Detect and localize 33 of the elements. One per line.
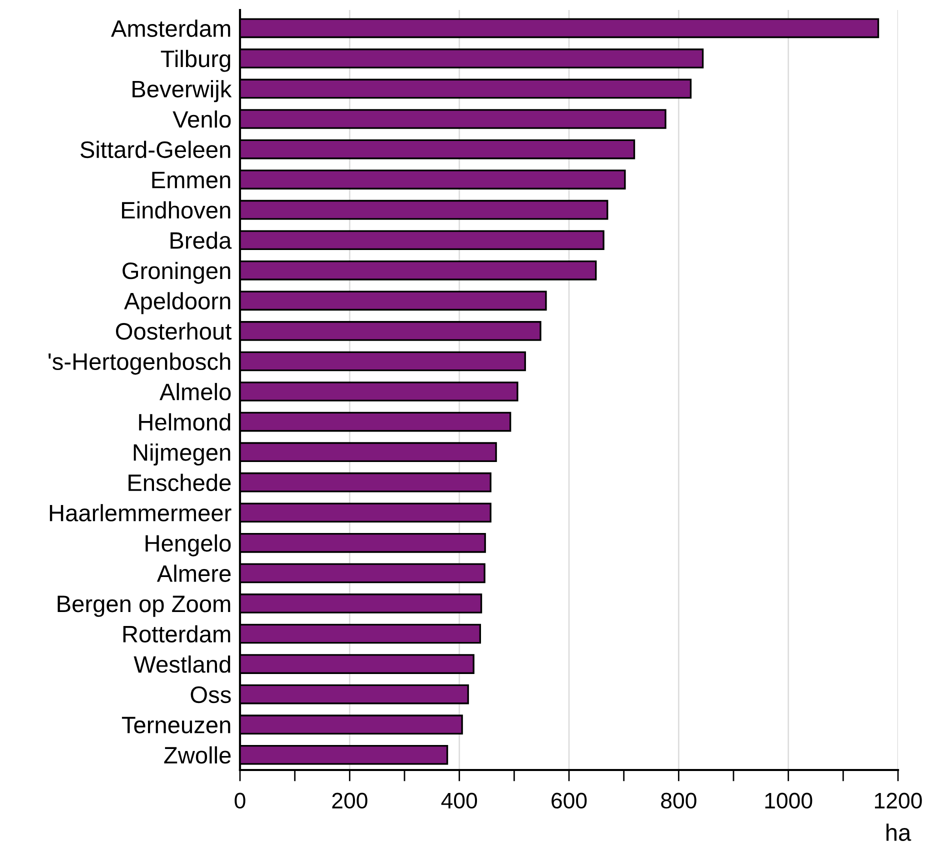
x-axis-title: ha (886, 824, 912, 841)
y-tick-label: Oosterhout (116, 322, 232, 340)
x-tick-label: 1000 (765, 792, 812, 809)
x-tick-label: 200 (332, 792, 368, 809)
y-tick-label: Groningen (122, 262, 230, 284)
y-tick-label: Zwolle (164, 746, 231, 764)
y-tick-label: 's-Hertogenbosch (48, 352, 230, 375)
x-tick-label: 400 (441, 792, 478, 809)
y-tick-label: Enschede (128, 474, 231, 492)
y-tick-label: Sittard-Geleen (80, 140, 230, 158)
y-tick-label: Haarlemmermeer (50, 504, 232, 522)
x-tick-label: 1200 (874, 792, 922, 809)
y-tick-label: Amsterdam (111, 20, 230, 37)
x-tick-label: 800 (661, 792, 696, 809)
x-tick-label: 600 (552, 792, 587, 809)
y-tick-label: Tilburg (160, 50, 230, 72)
y-tick-label: Breda (170, 232, 232, 249)
y-tick-label: Rotterdam (123, 625, 230, 643)
y-tick-label: Hengelo (146, 534, 231, 556)
y-tick-label: Westland (134, 655, 230, 673)
y-tick-label: Almelo (160, 382, 231, 400)
x-tick-label: 0 (234, 792, 246, 809)
y-tick-label: Bergen op Zoom (58, 596, 230, 617)
y-tick-label: Nijmegen (134, 444, 230, 466)
y-tick-label: Beverwijk (132, 80, 232, 102)
y-tick-label: Terneuzen (122, 716, 230, 734)
y-tick-label: Oss (190, 686, 231, 704)
y-tick-label: Emmen (152, 172, 230, 188)
y-tick-label: Apeldoorn (124, 292, 230, 314)
y-tick-label: Eindhoven (122, 201, 230, 219)
y-tick-label: Venlo (172, 110, 231, 128)
y-tick-label: Helmond (139, 413, 230, 431)
y-tick-label: Almere (156, 564, 231, 582)
